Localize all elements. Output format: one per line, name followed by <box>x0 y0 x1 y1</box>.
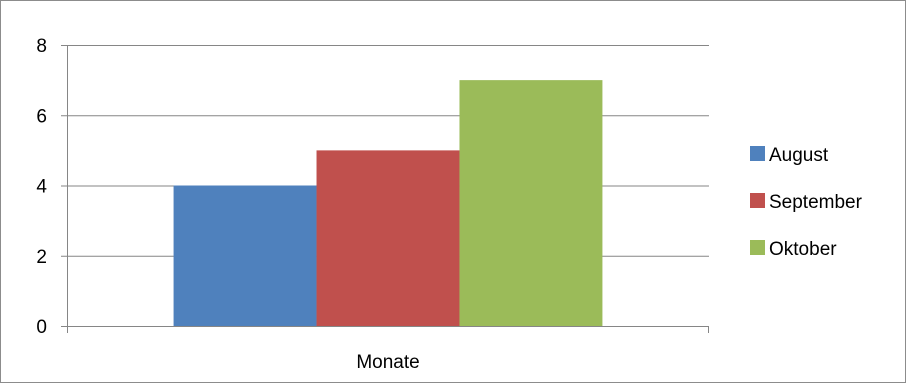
x-category-label: Monate <box>356 352 419 373</box>
legend-label-oktober: Oktober <box>769 239 837 260</box>
legend-label-august: August <box>769 145 829 166</box>
y-tick-label: 6 <box>36 106 47 127</box>
bars <box>173 80 603 326</box>
bar-september <box>316 150 460 326</box>
legend-swatch-oktober <box>750 240 765 255</box>
y-tick-label: 0 <box>36 317 47 338</box>
y-tick-label: 2 <box>36 247 47 268</box>
bar-oktober <box>459 80 603 326</box>
axes: 0 2 4 6 8 Monate <box>36 36 709 373</box>
legend: August September Oktober <box>750 145 863 260</box>
y-tick-label: 4 <box>36 177 47 198</box>
legend-label-september: September <box>769 192 863 213</box>
y-tick-label: 8 <box>36 36 47 57</box>
legend-swatch-august <box>750 146 765 161</box>
legend-swatch-september <box>750 193 765 208</box>
bar-august <box>173 185 317 326</box>
